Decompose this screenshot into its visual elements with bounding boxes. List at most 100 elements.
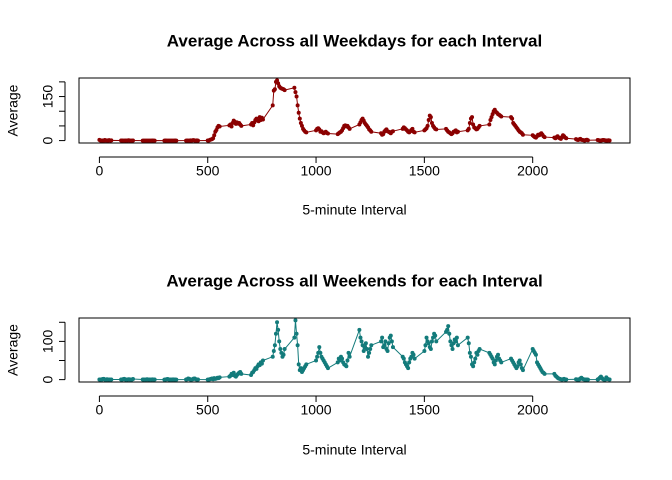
data-point — [467, 120, 472, 125]
data-point — [229, 124, 234, 129]
data-point — [270, 354, 275, 359]
data-point — [385, 348, 390, 353]
y-tick-label: 150 — [40, 85, 56, 109]
data-point — [325, 366, 330, 371]
data-point — [276, 327, 281, 332]
data-point — [520, 368, 525, 373]
data-point — [217, 375, 222, 380]
data-point — [273, 331, 278, 336]
data-point — [542, 371, 547, 376]
data-point — [607, 138, 612, 143]
data-point — [282, 88, 287, 93]
data-point — [361, 348, 366, 353]
data-point — [231, 370, 236, 375]
data-point — [455, 129, 460, 134]
data-point — [358, 335, 363, 340]
data-point — [426, 118, 431, 123]
data-point — [281, 352, 286, 357]
data-point — [152, 377, 157, 382]
data-point — [294, 331, 299, 336]
data-point — [293, 90, 298, 95]
data-point — [412, 356, 417, 361]
data-point — [493, 358, 498, 363]
data-point — [369, 343, 374, 348]
data-point — [428, 115, 433, 120]
data-point — [517, 358, 522, 363]
data-point — [347, 354, 352, 359]
y-tick-label: 100 — [40, 330, 56, 354]
data-point — [109, 377, 114, 382]
data-point — [379, 339, 384, 344]
x-axis-label: 5-minute Interval — [302, 202, 406, 218]
data-point — [130, 138, 135, 143]
data-point — [446, 324, 451, 329]
data-point — [271, 348, 276, 353]
data-point — [510, 116, 515, 121]
data-point — [433, 333, 438, 338]
data-point — [109, 138, 114, 143]
data-point — [477, 123, 482, 128]
data-point — [467, 350, 472, 355]
data-point — [468, 354, 473, 359]
data-point — [466, 126, 471, 131]
data-point — [317, 345, 322, 350]
data-point — [292, 335, 297, 340]
chart-title: Average Across all Weekends for each Int… — [166, 271, 542, 290]
data-point — [369, 129, 374, 134]
data-point — [296, 110, 301, 115]
data-point — [470, 115, 475, 120]
data-point — [492, 362, 497, 367]
data-point — [542, 135, 547, 140]
data-line — [99, 79, 610, 142]
data-point — [386, 341, 391, 346]
data-point — [450, 347, 455, 352]
data-point — [477, 347, 482, 352]
data-point — [434, 127, 439, 132]
data-point — [390, 345, 395, 350]
data-point — [453, 339, 458, 344]
y-axis-label: Average — [5, 324, 21, 376]
data-point — [345, 358, 350, 363]
data-point — [412, 130, 417, 135]
data-point — [239, 123, 244, 128]
data-point — [380, 335, 385, 340]
data-point — [364, 347, 369, 352]
data-point — [272, 343, 277, 348]
chart-title: Average Across all Weekdays for each Int… — [167, 31, 542, 50]
data-point — [293, 318, 298, 323]
data-point — [406, 366, 411, 371]
data-point — [292, 85, 297, 90]
data-point — [496, 352, 501, 357]
data-point — [434, 339, 439, 344]
data-point — [295, 103, 300, 108]
x-axis-label: 5-minute Interval — [302, 442, 406, 458]
y-tick-label: 0 — [40, 376, 56, 384]
data-point — [473, 356, 478, 361]
data-point — [389, 339, 394, 344]
data-point — [297, 116, 302, 121]
data-point — [282, 347, 287, 352]
data-point — [465, 335, 470, 340]
data-point — [454, 335, 459, 340]
plot-frame — [78, 77, 631, 144]
data-point — [304, 130, 309, 135]
data-point — [304, 362, 309, 367]
data-point — [212, 133, 217, 138]
data-point — [487, 122, 492, 127]
data-point — [499, 360, 504, 365]
data-point — [195, 377, 200, 382]
x-tick-label: 1500 — [409, 402, 440, 418]
y-tick-label: 0 — [40, 136, 56, 144]
data-point — [383, 339, 388, 344]
x-tick-label: 0 — [96, 402, 104, 418]
data-point — [428, 347, 433, 352]
data-point — [314, 358, 319, 363]
data-point — [275, 320, 280, 325]
data-point — [388, 333, 393, 338]
data-point — [445, 327, 450, 332]
data-point — [259, 361, 264, 366]
data-point — [277, 339, 282, 344]
data-point — [174, 138, 179, 143]
data-point — [270, 103, 275, 108]
